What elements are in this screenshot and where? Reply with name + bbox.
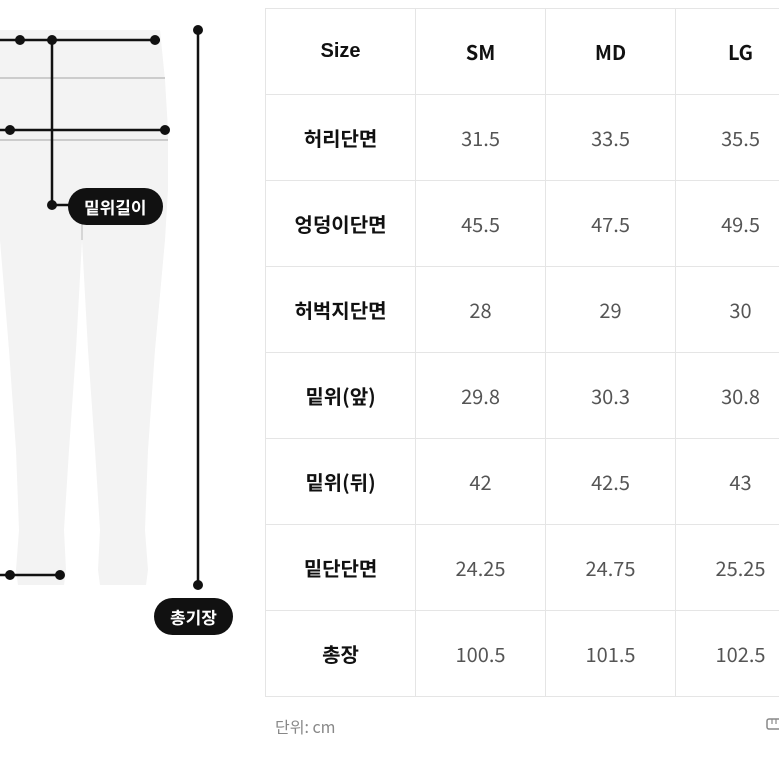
ruler-icon <box>766 713 779 739</box>
table-row: 밑위(뒤)4242.543 <box>266 439 779 525</box>
table-header-row: Size SM MD LG <box>266 9 779 95</box>
size-table: Size SM MD LG 허리단면31.533.535.5엉덩이단면45.54… <box>265 8 779 697</box>
cell-value: 30.3 <box>546 353 676 439</box>
cell-value: 33.5 <box>546 95 676 181</box>
cell-value: 42 <box>416 439 546 525</box>
table-row: 엉덩이단면45.547.549.5 <box>266 181 779 267</box>
cell-value: 28 <box>416 267 546 353</box>
size-table-area: Size SM MD LG 허리단면31.533.535.5엉덩이단면45.54… <box>265 0 779 779</box>
table-row: 허벅지단면282930 <box>266 267 779 353</box>
cell-value: 47.5 <box>546 181 676 267</box>
cell-value: 49.5 <box>676 181 779 267</box>
row-label: 밑단단면 <box>266 525 416 611</box>
pants-diagram <box>0 0 265 779</box>
header-col-lg: LG <box>676 9 779 95</box>
cell-value: 30.8 <box>676 353 779 439</box>
header-col-md: MD <box>546 9 676 95</box>
cell-value: 29.8 <box>416 353 546 439</box>
cell-value: 101.5 <box>546 611 676 697</box>
row-label: 엉덩이단면 <box>266 181 416 267</box>
label-total-length: 총기장 <box>154 598 233 635</box>
header-size-label: Size <box>266 9 416 95</box>
table-footer: 단위: cm <box>265 697 779 739</box>
cell-value: 102.5 <box>676 611 779 697</box>
table-row: 허리단면31.533.535.5 <box>266 95 779 181</box>
unit-label: 단위: cm <box>275 714 335 738</box>
header-col-sm: SM <box>416 9 546 95</box>
diagram-area: 밑위길이 총기장 <box>0 0 265 779</box>
row-label: 밑위(앞) <box>266 353 416 439</box>
cell-value: 45.5 <box>416 181 546 267</box>
row-label: 밑위(뒤) <box>266 439 416 525</box>
cell-value: 43 <box>676 439 779 525</box>
cell-value: 25.25 <box>676 525 779 611</box>
cell-value: 30 <box>676 267 779 353</box>
row-label: 총장 <box>266 611 416 697</box>
cell-value: 42.5 <box>546 439 676 525</box>
table-row: 밑위(앞)29.830.330.8 <box>266 353 779 439</box>
cell-value: 24.75 <box>546 525 676 611</box>
table-row: 밑단단면24.2524.7525.25 <box>266 525 779 611</box>
cell-value: 24.25 <box>416 525 546 611</box>
row-label: 허리단면 <box>266 95 416 181</box>
label-rise: 밑위길이 <box>68 188 163 225</box>
cell-value: 29 <box>546 267 676 353</box>
cell-value: 100.5 <box>416 611 546 697</box>
row-label: 허벅지단면 <box>266 267 416 353</box>
cell-value: 35.5 <box>676 95 779 181</box>
table-row: 총장100.5101.5102.5 <box>266 611 779 697</box>
cell-value: 31.5 <box>416 95 546 181</box>
